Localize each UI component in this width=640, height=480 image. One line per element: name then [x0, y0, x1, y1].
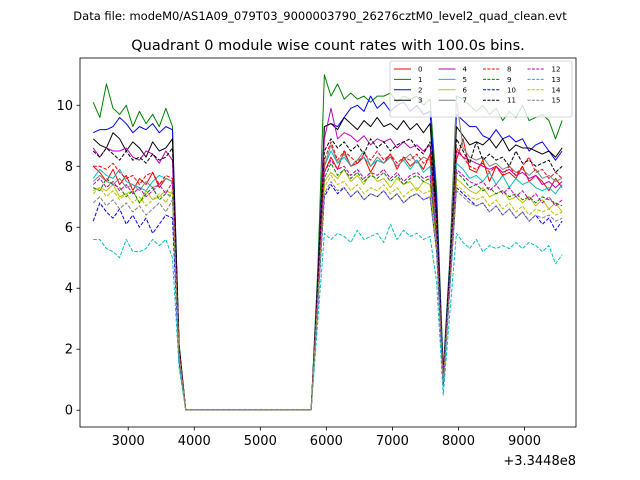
legend-label-0: 0 — [418, 66, 422, 74]
y-tick-label: 2 — [65, 343, 73, 358]
legend-label-9: 9 — [507, 76, 511, 84]
legend-label-8: 8 — [507, 66, 511, 74]
y-tick-label: 0 — [65, 404, 73, 419]
plot-area: 3000 4000 5000 6000 7000 8000 9000024681001234… — [56, 57, 577, 449]
y-tick-label: 8 — [65, 160, 73, 175]
y-tick-label: 10 — [56, 99, 73, 114]
legend-label-4: 4 — [463, 66, 468, 74]
legend-label-13: 13 — [552, 76, 561, 84]
legend-label-10: 10 — [507, 86, 516, 94]
x-tick-label: 6000 — [310, 434, 343, 449]
x-tick-label: 3000 — [112, 434, 145, 449]
series-line-13 — [93, 223, 563, 411]
legend-label-15: 15 — [552, 97, 561, 105]
x-tick-label: 9000 — [508, 434, 541, 449]
y-tick-label: 6 — [65, 221, 73, 236]
legend-box — [389, 60, 573, 118]
x-tick-label: 4000 — [178, 434, 211, 449]
series-line-14 — [92, 174, 563, 411]
legend-label-2: 2 — [418, 86, 422, 94]
series-line-10 — [92, 184, 563, 411]
x-offset-label: +3.3448e8 — [503, 454, 576, 469]
x-tick-label: 5000 — [244, 434, 277, 449]
series-line-11 — [92, 138, 563, 411]
legend-label-11: 11 — [507, 97, 516, 105]
legend-label-5: 5 — [463, 76, 467, 84]
series-line-12 — [92, 159, 563, 411]
series-line-4 — [92, 107, 563, 411]
legend-label-14: 14 — [552, 86, 561, 94]
series-line-9 — [93, 162, 563, 411]
legend-label-6: 6 — [463, 86, 468, 94]
chart-suptitle: Data file: modeM0/AS1A09_079T03_90000037… — [73, 9, 567, 23]
legend-label-12: 12 — [552, 66, 561, 74]
legend-label-3: 3 — [418, 97, 422, 105]
plot-frame — [79, 57, 577, 428]
y-tick-label: 4 — [65, 282, 73, 297]
series-line-6 — [93, 168, 563, 411]
x-tick-label: 8000 — [442, 434, 475, 449]
legend-label-7: 7 — [463, 97, 467, 105]
series-line-8 — [93, 141, 563, 411]
chart-title: Quadrant 0 module wise count rates with … — [131, 38, 525, 54]
legend-label-1: 1 — [418, 76, 422, 84]
series-lines — [92, 74, 563, 411]
x-tick-label: 7000 — [376, 434, 409, 449]
